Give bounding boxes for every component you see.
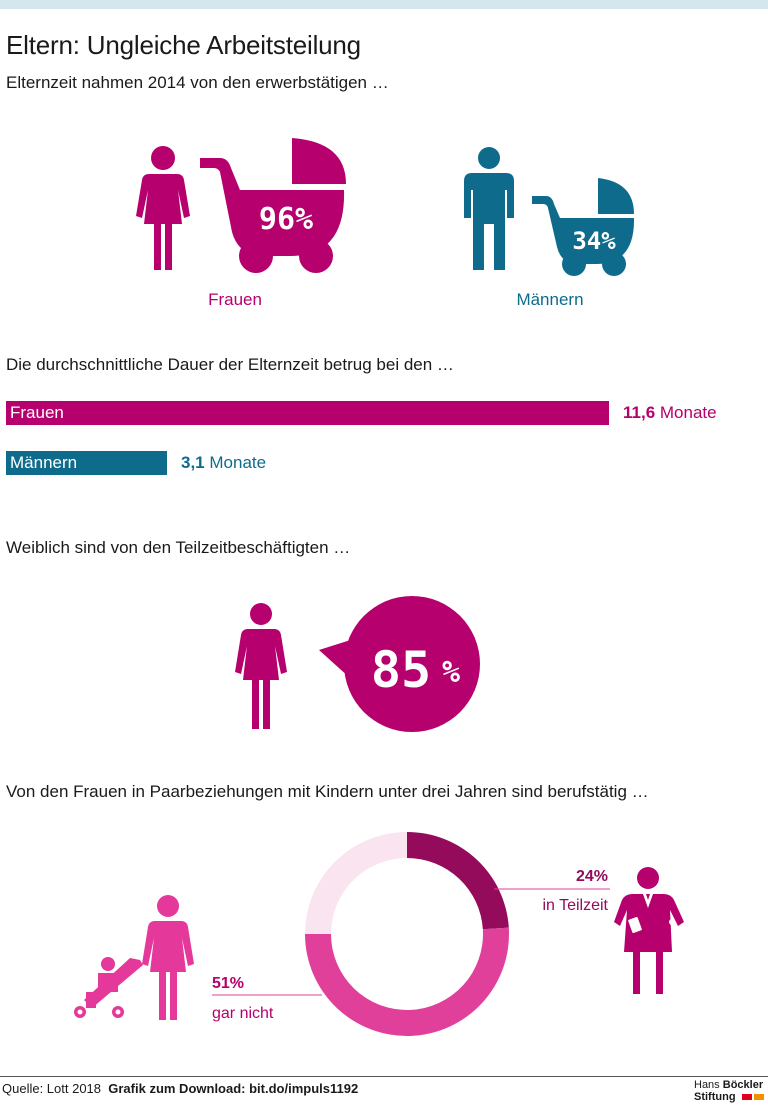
men-duration-bar: Männern	[6, 451, 167, 475]
woman-icon	[235, 603, 287, 729]
logo-stiftung: Stiftung	[694, 1091, 736, 1103]
women-duration-bar: Frauen	[6, 401, 609, 425]
employment-chart: 24% in Teilzeit 51% gar nicht	[74, 832, 684, 1036]
top-bar	[0, 0, 768, 9]
download-link[interactable]: Grafik zum Download: bit.do/impuls1192	[108, 1081, 359, 1096]
parttime-illustration: 85 %	[235, 596, 480, 732]
logo-hans: Hans	[694, 1079, 720, 1091]
women-leave-percent: 96%	[259, 202, 313, 237]
women-duration-value: 11,6 Monate	[623, 403, 717, 423]
women-duration-bar-label: Frauen	[10, 403, 64, 422]
parttime-label: in Teilzeit	[542, 897, 608, 914]
donut-slice-parttime	[407, 832, 509, 930]
men-duration-value: 3,1 Monate	[181, 453, 266, 473]
stroller-icon	[200, 138, 346, 273]
logo: Hans Böckler Stiftung	[694, 1079, 764, 1103]
speech-bubble-icon	[319, 596, 480, 732]
stroller-icon	[532, 178, 635, 276]
women-duration-number: 11,6	[623, 403, 656, 422]
employment-donut	[305, 832, 510, 1036]
parttime-percent: 24%	[576, 868, 608, 885]
businesswoman-icon	[614, 867, 684, 994]
businesswoman-details	[628, 894, 675, 934]
section2-heading: Die durchschnittliche Dauer der Elternze…	[6, 355, 454, 374]
parental-leave-illustration: 96% 34%	[136, 138, 635, 276]
footer-source: Quelle: Lott 2018 Grafik zum Download: b…	[2, 1081, 358, 1096]
page-title: Eltern: Ungleiche Arbeitsteilung	[6, 30, 361, 60]
donut-slice-notworking	[305, 927, 510, 1036]
notworking-label: gar nicht	[212, 1005, 274, 1022]
women-leave-label: Frauen	[208, 290, 262, 309]
logo-boeckler: Böckler	[722, 1079, 764, 1091]
stroller-wheels	[77, 1009, 121, 1015]
parttime-women-percent: 85	[371, 641, 431, 699]
men-duration-unit: Monate	[209, 453, 267, 472]
logo-mark	[741, 1094, 764, 1101]
source-text: Quelle: Lott 2018	[2, 1081, 102, 1096]
men-leave-label: Männern	[516, 290, 584, 309]
donut-slice-other	[305, 832, 407, 934]
section3-heading: Weiblich sind von den Teilzeitbeschäftig…	[6, 538, 351, 557]
woman-icon	[136, 146, 190, 270]
women-duration-unit: Monate	[659, 403, 717, 422]
men-duration-bar-label: Männern	[10, 453, 78, 472]
man-icon	[464, 147, 514, 270]
section1-heading: Elternzeit nahmen 2014 von den erwerbstä…	[6, 73, 389, 92]
men-duration-number: 3,1	[181, 453, 205, 472]
men-leave-percent: 34%	[572, 227, 616, 255]
stroller-icon	[74, 957, 143, 1018]
woman-icon	[142, 895, 194, 1020]
footer-divider	[0, 1076, 768, 1077]
notworking-percent: 51%	[212, 975, 244, 992]
parttime-women-unit: %	[442, 655, 460, 690]
section4-heading: Von den Frauen in Paarbeziehungen mit Ki…	[6, 782, 649, 801]
